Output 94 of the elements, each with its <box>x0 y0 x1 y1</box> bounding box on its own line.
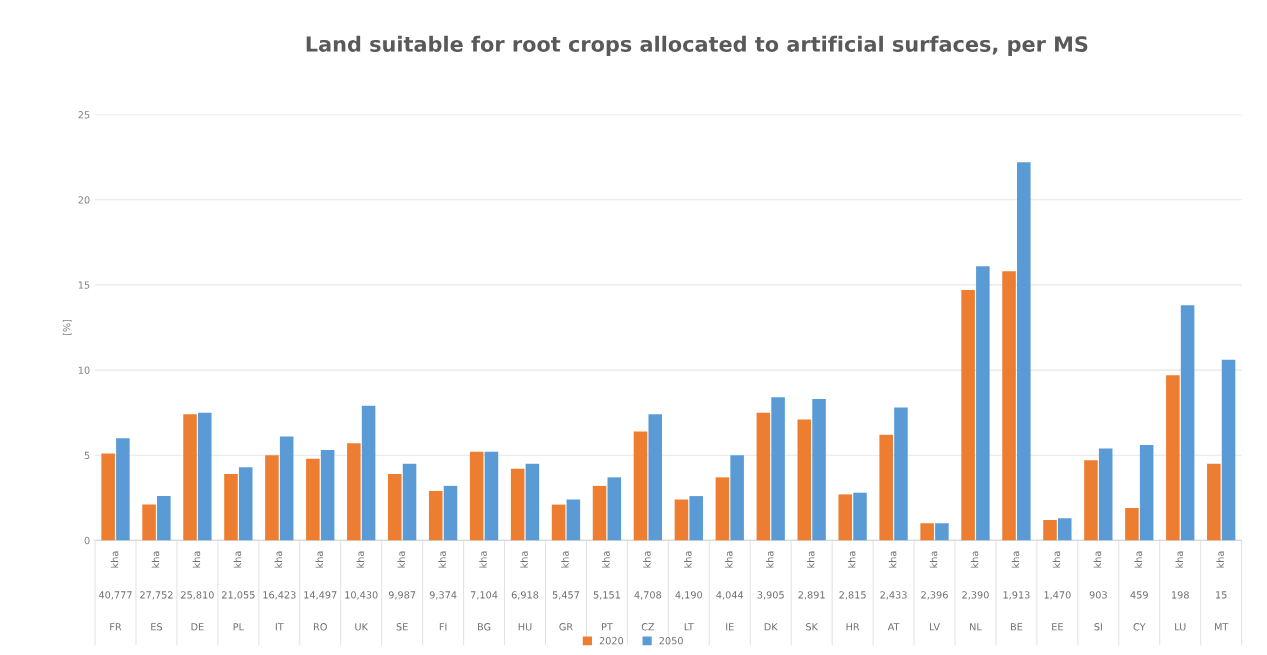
y-tick-label: 0 <box>84 536 90 545</box>
bar <box>771 397 785 541</box>
bar <box>265 455 279 541</box>
bar <box>197 412 212 541</box>
bar <box>838 494 853 541</box>
bar <box>894 407 908 541</box>
category-label: kha 9,987 SE <box>388 551 416 631</box>
bar <box>484 451 499 541</box>
bar <box>428 490 443 541</box>
bar <box>469 451 484 541</box>
bar <box>607 477 622 541</box>
category-label: kha 3,905 DK <box>757 551 784 631</box>
y-tick-label: 10 <box>78 366 90 374</box>
bar <box>1002 271 1016 541</box>
category-label: kha 2,390 NL <box>962 551 989 631</box>
category-label: kha 2,891 SK <box>798 551 825 631</box>
category-label: kha 15 MT <box>1214 551 1229 631</box>
bar <box>101 453 115 541</box>
category-label: kha 1,470 EE <box>1044 551 1071 631</box>
bar <box>1017 162 1031 541</box>
bar <box>961 290 975 541</box>
bar <box>976 266 990 541</box>
legend-label: 2050 <box>659 637 683 645</box>
bar <box>879 434 893 541</box>
bar <box>224 473 238 541</box>
bar <box>1057 518 1072 541</box>
category-label: kha 25,810 DE <box>181 551 214 631</box>
category-label: kha 4,708 CZ <box>634 551 662 631</box>
bar <box>1166 375 1180 541</box>
category-label: kha 4,190 LT <box>675 551 703 631</box>
y-axis-title: [%] <box>62 319 72 336</box>
chart-title: Land suitable for root crops allocated to artificial surfaces, per MS <box>306 35 1088 56</box>
category-label: kha 4,044 IE <box>716 551 744 631</box>
category-label: kha 2,815 HR <box>839 551 866 631</box>
y-tick-label: 20 <box>78 196 90 204</box>
bar <box>592 485 607 541</box>
y-tick-label: 25 <box>78 111 90 119</box>
y-tick-label: 15 <box>78 281 90 289</box>
bar <box>279 436 294 541</box>
bar <box>648 414 663 541</box>
category-label: kha 7,104 BG <box>470 551 498 631</box>
category-label: kha 21,055 PL <box>222 551 255 631</box>
bar <box>935 523 949 541</box>
category-label: kha 2,396 LV <box>921 551 948 631</box>
bar <box>443 485 458 541</box>
bar <box>1125 508 1139 541</box>
bar <box>157 496 171 541</box>
bar <box>1084 460 1098 541</box>
bar <box>142 504 156 541</box>
bar <box>920 523 934 541</box>
bar <box>388 473 402 541</box>
bar <box>715 477 730 541</box>
category-label: kha 40,777 FR <box>98 551 132 631</box>
y-tick-label: 5 <box>84 451 90 460</box>
legend-label: 2020 <box>599 637 624 645</box>
category-label: kha 903 SI <box>1089 551 1107 631</box>
bar <box>633 431 648 541</box>
category-label: kha 9,374 FI <box>429 551 457 631</box>
bar <box>306 458 320 541</box>
category-label: kha 6,918 HU <box>511 551 539 631</box>
bar <box>674 499 689 541</box>
bar <box>320 450 335 541</box>
bar <box>853 492 867 541</box>
category-label: kha 16,423 IT <box>263 551 296 631</box>
bar <box>1180 305 1195 541</box>
bar <box>347 443 361 541</box>
bar <box>402 463 417 541</box>
category-label: kha 1,913 BE <box>1003 551 1030 631</box>
bar <box>1098 448 1113 541</box>
bar <box>756 412 771 541</box>
bar <box>1207 463 1221 541</box>
category-label: kha 198 LU <box>1172 551 1189 631</box>
bar <box>1139 445 1154 541</box>
bar <box>566 499 581 541</box>
category-label: kha 2,433 AT <box>880 551 907 631</box>
category-label: kha 5,151 PT <box>593 551 620 631</box>
category-label: kha 10,430 UK <box>345 551 378 631</box>
bar <box>689 496 703 541</box>
category-label: kha 459 CY <box>1130 551 1148 631</box>
category-label: kha 27,752 ES <box>140 551 173 631</box>
bar <box>1221 359 1236 541</box>
bar <box>116 438 130 541</box>
category-label: kha 14,497 RO <box>304 551 337 631</box>
bar <box>812 399 826 541</box>
category-label: kha 5,457 GR <box>552 551 580 631</box>
bar <box>730 455 744 541</box>
bar <box>551 504 566 541</box>
bar <box>797 419 812 541</box>
bar <box>183 414 197 541</box>
bar <box>361 405 376 541</box>
bar <box>525 463 540 541</box>
bar <box>238 467 253 541</box>
bar <box>510 468 525 541</box>
bar <box>1043 519 1057 541</box>
